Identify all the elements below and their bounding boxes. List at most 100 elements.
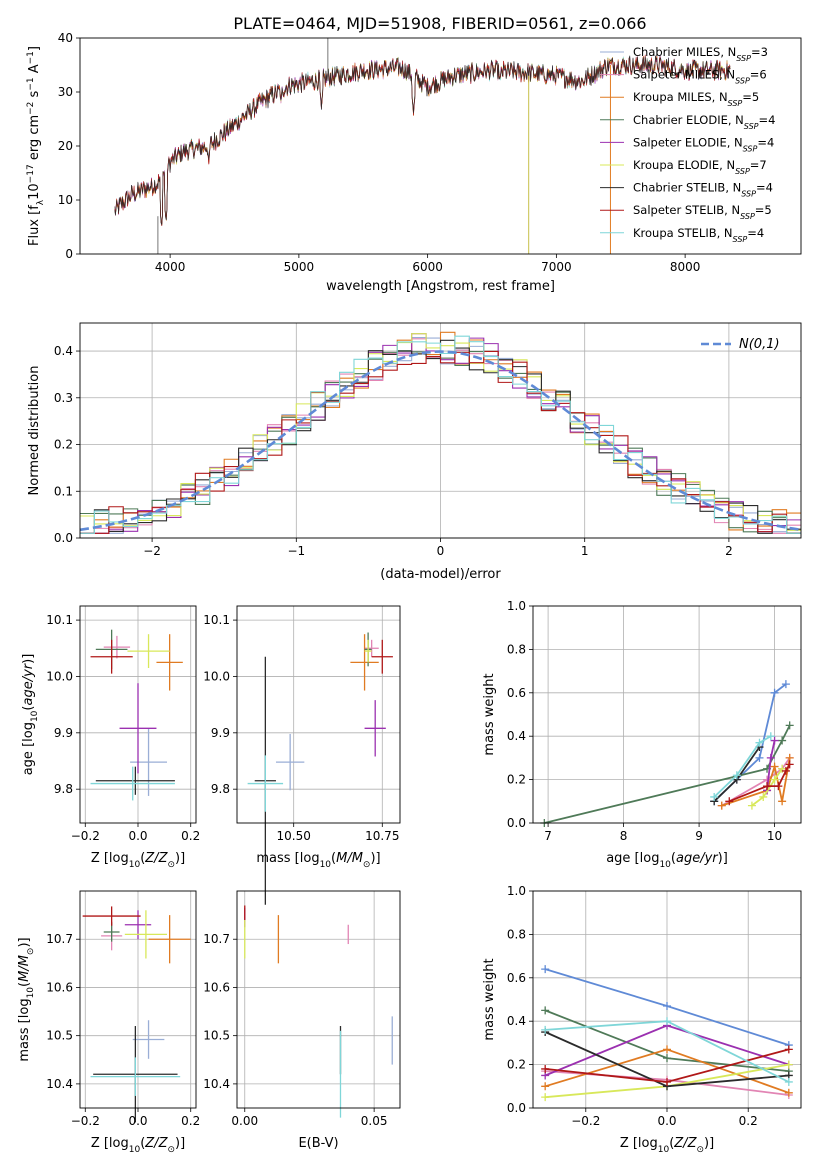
x-tick-label: −0.2 (571, 1114, 600, 1128)
legend-label-sub: SSP (741, 189, 756, 198)
weight-line-kroupa-miles (721, 757, 791, 807)
y-axis-label-part: age/yr (21, 662, 36, 705)
weight-line-salpeter-miles (721, 757, 791, 807)
y-axis-label-part: ] (27, 46, 42, 51)
weight-marker-salpeter-stelib (541, 1064, 550, 1073)
weight-line-chabrier-elodie (544, 724, 791, 824)
y-tick-label: 10.4 (46, 1077, 73, 1091)
y-tick-label: 0.3 (54, 391, 73, 405)
plot-area (244, 905, 393, 1118)
x-axis-label-part: ⊙ (167, 1145, 175, 1155)
x-tick-label: 10 (767, 829, 782, 843)
weight-marker-salpeter-stelib (725, 797, 734, 806)
x-tick-label: 0.2 (181, 1114, 200, 1128)
x-axis-label-part: age/yr (676, 851, 719, 866)
x-axis-label-part: (data-model)/error (380, 567, 501, 582)
legend-label-value: =3 (751, 45, 768, 59)
plot-area (82, 906, 191, 1123)
weight-marker-kroupa-miles (717, 801, 726, 810)
y-axis-label-part: s (27, 90, 42, 101)
x-axis-label: Z [log10(Z/Z⊙)] (91, 851, 185, 870)
x-tick-label: 2 (725, 544, 733, 558)
histogram-kroupa-stelib (80, 335, 801, 534)
legend-label-name: Salpeter MILES, N (633, 68, 735, 82)
y-tick-label: 0.8 (507, 927, 526, 941)
x-axis-label-part: age [log (606, 851, 659, 866)
weight-marker-kroupa-miles (770, 762, 779, 771)
y-tick-label: 0.6 (507, 686, 526, 700)
weight-marker-kroupa-stelib (766, 732, 775, 741)
y-tick-label: 0.4 (54, 344, 73, 358)
weight-marker-chabrier-miles (663, 1002, 671, 1011)
axes-frame (236, 890, 401, 1109)
legend-label-chabrier-elodie: Chabrier ELODIE, NSSP=4 (633, 113, 775, 131)
legend-label-sub: SSP (728, 99, 743, 108)
plot-area (90, 629, 183, 801)
legend-label-chabrier-stelib: Chabrier STELIB, NSSP=4 (633, 181, 773, 199)
y-tick-label: 9.9 (211, 726, 230, 740)
y-tick-label: 0.4 (507, 1014, 526, 1028)
x-axis-label-part: ⊙ (363, 860, 371, 870)
y-tick-label: 0.2 (507, 773, 526, 787)
legend-label-name: Chabrier MILES, N (633, 45, 736, 59)
x-axis-label-part: )] (718, 851, 728, 866)
legend-label-sub: SSP (744, 121, 759, 130)
weight-marker-salpeter-elodie (766, 753, 775, 762)
x-axis-label-part: 10 (129, 860, 141, 870)
y-tick-label: 0.1 (54, 484, 73, 498)
legend-label-name: Chabrier STELIB, N (633, 181, 741, 195)
legend-label-name: Kroupa MILES, N (633, 90, 728, 104)
y-axis-label-part: 10 (27, 183, 42, 200)
y-axis-label-part: mass weight (482, 958, 497, 1040)
x-axis-label-part: )] (175, 1136, 185, 1151)
legend-label-name: Chabrier ELODIE, N (633, 113, 744, 127)
weight-marker-kroupa-stelib (755, 738, 764, 747)
x-axis-label-part: M/M (336, 851, 363, 866)
y-tick-label: 0.6 (507, 971, 526, 985)
y-axis-label-part: Flux [f (27, 205, 42, 246)
x-tick-label: 0.2 (739, 1114, 758, 1128)
plot-area (114, 38, 731, 254)
legend-label-value: =4 (759, 113, 776, 127)
legend-label-name: Kroupa ELODIE, N (633, 158, 735, 172)
x-tick-label: 0.0 (657, 1114, 676, 1128)
panel-age-vs-z: −0.2 0.0 0.29.89.910.010.1Z [log10(Z/Z⊙)]a… (21, 605, 200, 870)
y-tick-label: 10.1 (203, 613, 230, 627)
panel-spectrum: 4000 5000 6000 7000 8000 0 10 20 30 40 wavelength … (26, 31, 802, 294)
x-tick-label: −0.2 (71, 829, 100, 843)
x-axis-label-part: E(B-V) (298, 1136, 338, 1151)
y-tick-label: 10.5 (203, 1029, 230, 1043)
legend-label-kroupa-elodie: Kroupa ELODIE, NSSP=7 (633, 158, 767, 176)
y-axis-label-part: mass weight (482, 673, 497, 755)
y-axis-label-part: M/M (17, 955, 32, 982)
weight-marker-chabrier-elodie (778, 736, 787, 745)
legend-label-sub: SSP (740, 212, 755, 221)
x-axis-label-part: ( (331, 851, 336, 866)
legend-label-name: Salpeter ELODIE, N (633, 135, 743, 149)
y-axis-label-part: ⊙ (26, 948, 36, 956)
legend-label-sub: SSP (735, 76, 750, 85)
y-axis-label-part: λ (36, 199, 46, 205)
axes-frame (79, 37, 802, 255)
x-axis-label-part: ⊙ (167, 860, 175, 870)
x-tick-label: 0 (437, 544, 445, 558)
y-axis-label: Flux [fλ10−17 erg cm−2 s−1 A−1] (26, 46, 46, 246)
x-tick-label: 1 (581, 544, 589, 558)
axes-frame (532, 890, 802, 1109)
y-tick-label: 1.0 (507, 599, 526, 613)
x-axis-label-part: ( (671, 851, 676, 866)
y-tick-label: 0.4 (507, 729, 526, 743)
weight-marker-kroupa-miles (663, 1045, 671, 1054)
y-tick-label: 9.8 (54, 782, 73, 796)
weight-marker-chabrier-elodie (541, 1006, 550, 1015)
y-axis-label: age [log10(age/yr)] (21, 654, 40, 776)
x-axis-label-part: Z/Z (144, 851, 168, 866)
y-axis-label: mass weight (482, 673, 497, 755)
legend-label-sub: SSP (735, 167, 750, 176)
x-tick-label: 9 (695, 829, 703, 843)
x-axis-label: wavelength [Angstrom, rest frame] (326, 279, 555, 294)
weight-marker-kroupa-miles (541, 1082, 550, 1091)
y-axis-label-part: 10 (30, 710, 40, 722)
y-tick-label: 10.7 (203, 932, 230, 946)
x-tick-label: 6000 (412, 260, 443, 274)
